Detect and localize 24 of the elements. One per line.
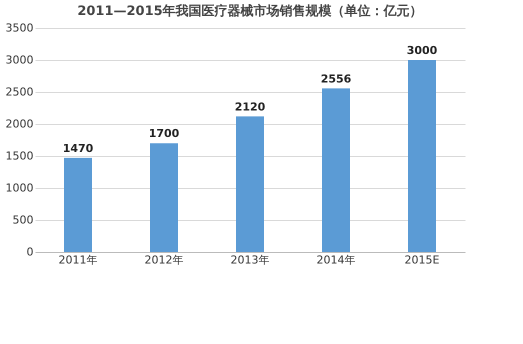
bar [236,116,264,252]
x-tick-label: 2012年 [144,254,184,266]
y-tick-label: 500 [12,214,34,226]
bar [408,60,436,252]
y-tick-label: 2500 [6,86,34,98]
y-tick-label: 1000 [6,182,34,194]
y-tick-label: 3500 [6,22,34,34]
y-tick-label: 2000 [6,118,34,130]
x-tick-label: 2013年 [230,254,270,266]
y-tick-label: 3000 [6,54,34,66]
data-label: 2556 [320,72,352,86]
chart-title: 2011—2015年我国医疗器械市场销售规模（单位：亿元） [77,3,423,19]
y-tick-label: 0 [26,246,34,258]
bar [64,158,92,252]
y-tick-label: 1500 [6,150,34,162]
data-label: 3000 [406,44,438,57]
x-tick-label: 2011年 [58,254,98,266]
data-label: 2120 [234,100,266,114]
bar [322,88,350,252]
data-label: 1470 [62,142,94,155]
bar [150,143,178,252]
x-tick-label: 2015E [404,254,440,266]
x-tick-label: 2014年 [316,254,356,266]
data-label: 1700 [148,127,180,140]
